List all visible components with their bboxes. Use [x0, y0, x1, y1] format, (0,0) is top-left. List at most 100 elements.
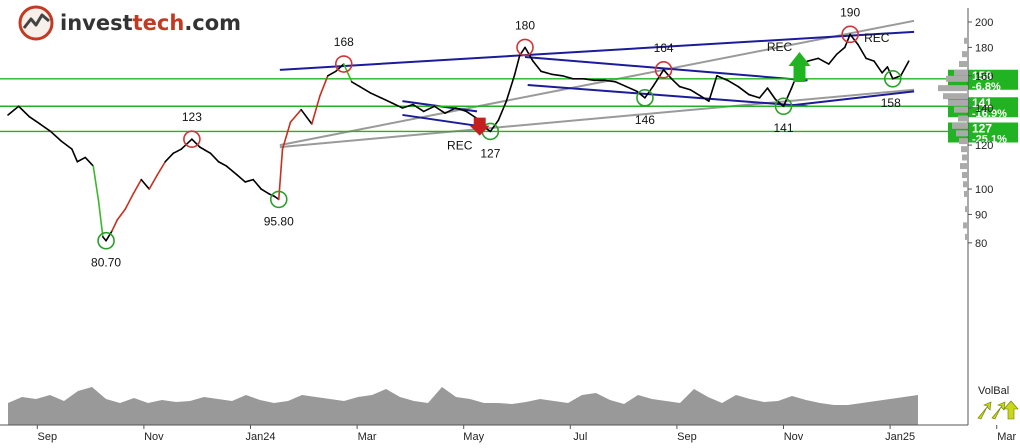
trend-channel-line	[524, 55, 808, 82]
price-segment	[401, 103, 414, 109]
level-change: -25.1%	[972, 133, 1007, 145]
x-tick-label: Jan24	[246, 431, 276, 443]
price-segment	[140, 178, 151, 190]
price-segment	[236, 174, 246, 183]
y-tick-label: 140	[975, 103, 993, 115]
trend-channel-line	[527, 83, 808, 108]
price-segment	[561, 74, 574, 80]
extreme-label: 123	[182, 110, 202, 124]
signals: REC REC REC	[447, 31, 890, 152]
volume-profile-bar	[963, 181, 968, 188]
price-segment	[260, 188, 270, 195]
x-tick-label: Nov	[784, 431, 804, 443]
price-segment	[164, 152, 175, 163]
low-marker	[269, 190, 288, 209]
x-tick-label: Nov	[144, 431, 164, 443]
low-marker	[636, 89, 654, 107]
volume-profile-bar	[963, 222, 968, 229]
price-segment	[817, 57, 830, 65]
logo-text-b: tech	[133, 11, 185, 35]
y-tick-label: 160	[975, 71, 993, 83]
price-segment	[7, 105, 20, 116]
signal-label: REC	[447, 139, 473, 153]
level-value: 158	[972, 69, 992, 83]
volume-profile-bar	[954, 69, 968, 76]
y-tick-label: 100	[975, 184, 993, 196]
price-segment	[28, 115, 41, 125]
level-value: 127	[972, 121, 992, 135]
price-segment	[390, 102, 404, 109]
price-segment	[604, 79, 617, 83]
volume-profile-bar	[943, 93, 968, 100]
trend-lines	[279, 19, 915, 149]
price-segment	[433, 105, 446, 114]
low-marker	[774, 97, 793, 116]
extreme-label: 190	[840, 5, 860, 19]
volume-profile-bar	[952, 122, 968, 129]
support-resistance-levels: 158-6.8%141-16.9%127-25.1%	[0, 69, 1018, 145]
volbal-label: VolBal	[978, 385, 1009, 397]
price-segment	[71, 148, 79, 163]
arrow-up-right-icon	[991, 401, 1006, 420]
high-marker	[654, 61, 673, 79]
price-segment	[828, 53, 838, 65]
volume-profile-bar	[954, 106, 968, 113]
price-segment	[891, 74, 902, 80]
price-segment	[836, 46, 846, 55]
price-segment	[614, 81, 628, 88]
volume-profile-bar	[964, 37, 968, 44]
volume-profile-bar	[965, 206, 968, 213]
price-segment	[148, 174, 159, 190]
buy-arrow-icon	[788, 52, 811, 83]
long-trend-line	[279, 19, 915, 147]
high-marker	[183, 130, 201, 148]
trend-channel-line	[402, 113, 478, 127]
price-segment	[505, 74, 516, 102]
price-segment	[716, 74, 729, 82]
price-segment	[748, 93, 761, 99]
price-segment	[550, 73, 564, 77]
low-marker	[97, 231, 115, 250]
extreme-label: 180	[515, 18, 535, 32]
extreme-label: 127	[480, 146, 500, 160]
logo[interactable]: investtech.com	[18, 5, 241, 41]
high-marker	[841, 25, 859, 44]
price-segment	[782, 87, 793, 108]
price-segment	[412, 103, 425, 113]
price-segment	[758, 87, 769, 99]
x-tick-label: Jul	[573, 431, 587, 443]
price-segment	[334, 63, 345, 73]
price-segment	[652, 69, 665, 88]
level-change: -6.8%	[972, 81, 1001, 93]
y-tick-label: 200	[975, 17, 993, 29]
volume-profile-bar	[962, 172, 968, 179]
high-marker	[334, 55, 353, 73]
price-segment	[17, 105, 31, 118]
x-tick-label: May	[463, 431, 484, 443]
volume-profile-bar	[938, 85, 968, 92]
extreme-markers: 80.70 123 95.80 168 127 180 146 164 141 190 158	[91, 5, 902, 270]
price-series	[7, 33, 910, 242]
price-segment	[300, 108, 313, 125]
y-tick-label: 180	[975, 42, 993, 54]
extreme-label: 146	[635, 113, 655, 127]
price-segment	[766, 87, 777, 101]
x-tick-label: Sep	[677, 431, 697, 443]
extreme-label: 80.70	[91, 256, 121, 270]
price-segment	[105, 230, 113, 242]
price-segment	[582, 78, 596, 82]
x-tick-label: Jan25	[885, 431, 915, 443]
price-segment	[319, 74, 329, 98]
price-segment	[60, 140, 73, 150]
price-segment	[497, 100, 508, 122]
volume-profile-bar	[959, 61, 968, 68]
high-marker	[516, 38, 534, 57]
extreme-label: 168	[334, 35, 354, 49]
signal-label: REC	[864, 31, 890, 45]
price-segment	[225, 165, 238, 176]
long-trend-line	[279, 88, 915, 149]
level-value: 141	[972, 96, 992, 110]
price-segment	[39, 123, 52, 133]
